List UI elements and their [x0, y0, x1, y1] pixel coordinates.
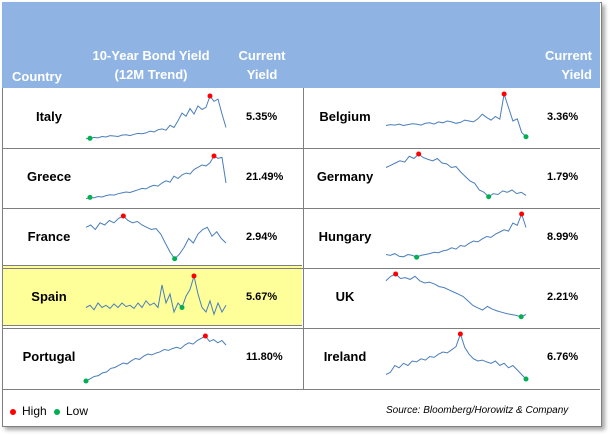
- italy-low-marker: [87, 135, 93, 141]
- portugal-trend-line: [85, 335, 227, 382]
- belgium-high-marker: [501, 91, 507, 97]
- country-name-belgium: Belgium: [319, 109, 371, 124]
- legend-low: Low: [54, 404, 88, 418]
- belgium-trend-line: [385, 93, 527, 138]
- uk-low-marker: [518, 314, 524, 320]
- uk-sparkline: [385, 271, 527, 320]
- france-trend-line: [85, 215, 227, 260]
- source-note: Source: Bloomberg/Horowitz & Company: [386, 405, 569, 416]
- country-name-france: France: [27, 229, 71, 244]
- germany-high-marker: [416, 151, 422, 157]
- portugal-high-marker: [202, 333, 208, 339]
- germany-sparkline: [385, 151, 527, 200]
- country-name-hungary: Hungary: [318, 229, 372, 244]
- greece-sparkline: [85, 153, 227, 200]
- ireland-high-marker: [457, 331, 463, 337]
- current-yield-france: 2.94%: [246, 231, 278, 243]
- germany-trend-line: [385, 153, 527, 198]
- greece-trend-line: [85, 155, 227, 200]
- current-yield-belgium: 3.36%: [547, 111, 579, 123]
- belgium-low-marker: [523, 134, 529, 140]
- low-dot-icon: [54, 408, 60, 415]
- spain-high-marker: [191, 273, 197, 279]
- uk-high-marker: [393, 271, 399, 277]
- hungary-trend-line: [385, 212, 527, 258]
- ireland-trend-line: [385, 332, 527, 380]
- header-trend: 10-Year Bond Yield (12M Trend): [92, 48, 210, 82]
- row-divider: [2, 148, 600, 149]
- row-divider: [2, 208, 600, 209]
- header-right-current-yield: Current Yield: [545, 48, 592, 82]
- france-high-marker: [120, 213, 126, 219]
- belgium-sparkline: [385, 91, 529, 140]
- current-yield-ireland: 6.76%: [547, 351, 579, 363]
- italy-sparkline: [85, 93, 227, 141]
- table-header: [2, 2, 600, 88]
- greece-high-marker: [211, 153, 217, 159]
- country-name-spain: Spain: [31, 289, 67, 304]
- spain-highlight: [3, 265, 302, 326]
- current-yield-hungary: 8.99%: [547, 231, 579, 243]
- hungary-sparkline: [385, 211, 527, 260]
- current-yield-germany: 1.79%: [547, 171, 579, 183]
- row-divider: [2, 328, 600, 329]
- header-country: Country: [12, 69, 62, 84]
- current-yield-italy: 5.35%: [246, 111, 278, 123]
- spain-sparkline: [85, 273, 227, 316]
- table-bottom-border: [2, 389, 600, 390]
- france-sparkline: [85, 213, 227, 262]
- country-name-germany: Germany: [316, 169, 374, 184]
- spain-trend-line: [85, 274, 227, 316]
- italy-trend-line: [85, 94, 227, 140]
- current-yield-portugal: 11.80%: [246, 351, 283, 363]
- current-yield-greece: 21.49%: [246, 171, 284, 183]
- ireland-low-marker: [523, 376, 529, 382]
- hungary-high-marker: [519, 211, 525, 217]
- country-name-uk: UK: [335, 289, 355, 304]
- france-low-marker: [172, 256, 178, 262]
- header-current-yield: Current Yield: [238, 48, 286, 82]
- country-name-italy: Italy: [35, 109, 62, 124]
- high-dot-icon: [10, 408, 16, 415]
- greece-low-marker: [87, 194, 93, 200]
- country-name-portugal: Portugal: [22, 349, 76, 364]
- portugal-sparkline: [83, 333, 227, 384]
- column-divider: [303, 88, 304, 389]
- current-yield-spain: 5.67%: [246, 291, 278, 303]
- row-divider: [2, 268, 600, 269]
- germany-low-marker: [486, 194, 492, 200]
- portugal-low-marker: [83, 378, 89, 384]
- country-name-ireland: Ireland: [323, 349, 367, 364]
- country-name-greece: Greece: [26, 169, 72, 184]
- hungary-low-marker: [414, 254, 420, 260]
- uk-trend-line: [385, 273, 527, 318]
- legend-high: High: [10, 404, 47, 418]
- ireland-sparkline: [385, 331, 529, 382]
- spain-low-marker: [179, 305, 185, 310]
- current-yield-uk: 2.21%: [547, 291, 579, 303]
- italy-high-marker: [207, 93, 213, 99]
